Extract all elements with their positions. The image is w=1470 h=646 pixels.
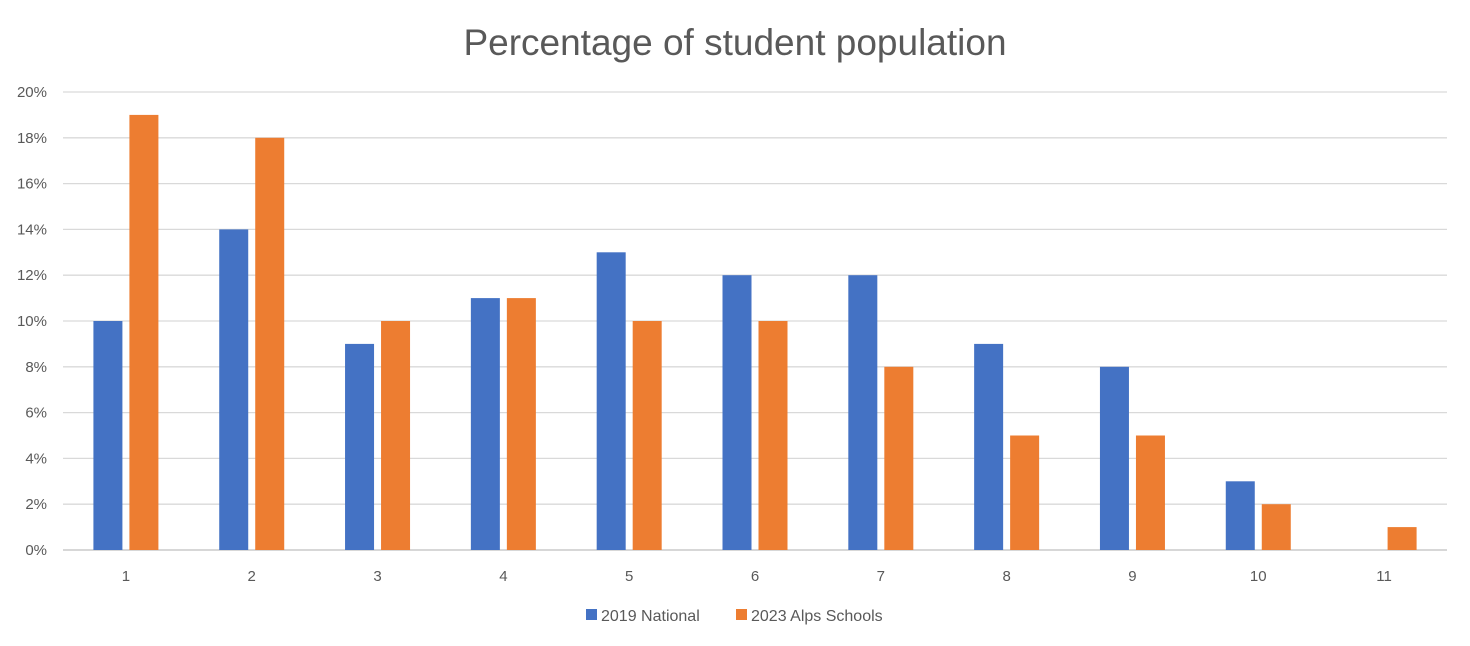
x-tick-label: 3	[373, 568, 381, 585]
legend-label-alps-2023: 2023 Alps Schools	[751, 608, 883, 625]
x-axis-tick-labels: 1 2 3 4 5 6 7 8 9 10 11	[122, 568, 1392, 585]
legend: 2019 National 2023 Alps Schools	[586, 608, 883, 625]
x-tick-label: 1	[122, 568, 130, 585]
bars	[93, 114, 1417, 551]
y-tick-label: 14%	[17, 221, 47, 238]
bar-alps-2023-1	[129, 114, 159, 551]
y-tick-label: 8%	[25, 359, 47, 376]
bar-alps-2023-2	[255, 137, 285, 551]
bar-national-2019-5	[596, 252, 626, 551]
y-axis-tick-labels: 0% 2% 4% 6% 8% 10% 12% 14% 16% 18% 20%	[17, 84, 47, 559]
bar-alps-2023-6	[758, 321, 788, 550]
y-tick-label: 10%	[17, 313, 47, 330]
x-tick-label: 2	[248, 568, 256, 585]
bar-national-2019-8	[974, 343, 1004, 550]
bar-alps-2023-3	[381, 321, 411, 550]
y-tick-label: 6%	[25, 405, 47, 422]
chart-title: Percentage of student population	[463, 22, 1006, 63]
x-tick-label: 11	[1376, 568, 1392, 585]
y-tick-label: 2%	[25, 496, 47, 513]
x-tick-label: 6	[751, 568, 759, 585]
x-tick-label: 5	[625, 568, 633, 585]
bar-national-2019-2	[219, 229, 249, 550]
bar-alps-2023-5	[632, 321, 662, 550]
legend-label-national-2019: 2019 National	[601, 608, 700, 625]
x-tick-label: 9	[1128, 568, 1136, 585]
bar-national-2019-7	[848, 275, 878, 550]
y-tick-label: 0%	[25, 542, 47, 559]
bar-national-2019-6	[722, 275, 752, 550]
bar-alps-2023-7	[884, 366, 914, 550]
gridlines	[63, 91, 1447, 551]
y-tick-label: 18%	[17, 130, 47, 147]
x-tick-label: 7	[877, 568, 885, 585]
y-tick-label: 12%	[17, 267, 47, 284]
x-tick-label: 4	[499, 568, 507, 585]
y-tick-label: 4%	[25, 450, 47, 467]
bar-alps-2023-11	[1387, 527, 1417, 550]
legend-swatch-national-2019	[586, 609, 597, 620]
bar-national-2019-1	[93, 321, 123, 550]
bar-alps-2023-4	[506, 298, 536, 550]
bar-alps-2023-8	[1010, 435, 1040, 550]
y-tick-label: 16%	[17, 176, 47, 193]
legend-swatch-alps-2023	[736, 609, 747, 620]
x-tick-label: 8	[1002, 568, 1010, 585]
bar-alps-2023-10	[1261, 504, 1291, 550]
bar-alps-2023-9	[1135, 435, 1165, 550]
y-tick-label: 20%	[17, 84, 47, 101]
x-tick-label: 10	[1250, 568, 1267, 585]
bar-national-2019-4	[470, 298, 500, 550]
bar-national-2019-3	[345, 343, 375, 550]
bar-national-2019-9	[1099, 366, 1129, 550]
bar-national-2019-10	[1225, 481, 1255, 550]
